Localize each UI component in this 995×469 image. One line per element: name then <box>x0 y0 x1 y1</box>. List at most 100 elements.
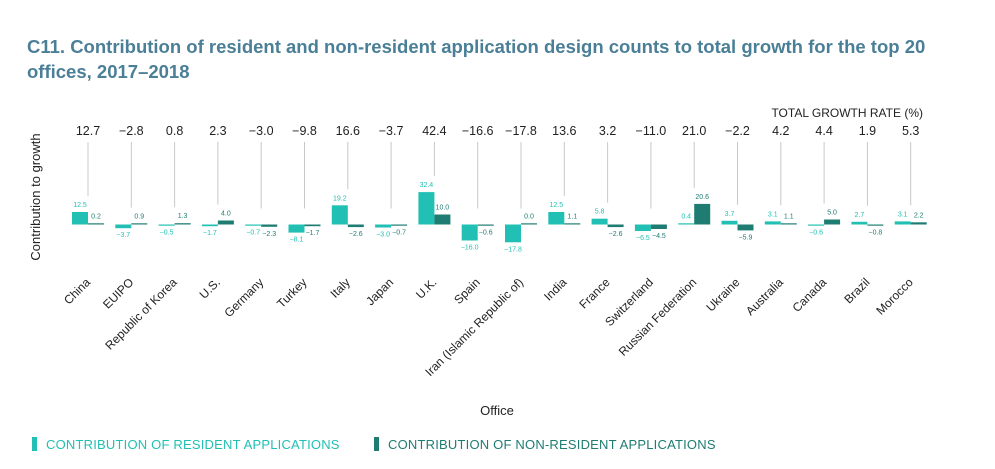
bar-nonresident-russian-federation <box>694 203 711 225</box>
growth-rate-header: TOTAL GROWTH RATE (%) <box>771 106 923 120</box>
data-label-resident-spain: −16.0 <box>461 245 479 252</box>
bar-resident-japan <box>375 224 392 228</box>
data-label-nonresident-ukraine: −5.9 <box>739 234 753 241</box>
data-label-resident-brazil: 2.7 <box>855 212 865 219</box>
bar-nonresident-germany <box>261 224 278 227</box>
bar-resident-turkey <box>288 224 305 233</box>
bar-nonresident-morocco <box>910 222 927 225</box>
growth-rate-euipo: −2.8 <box>119 124 144 138</box>
growth-rate-france: 3.2 <box>599 124 616 138</box>
growth-rate-japan: −3.7 <box>379 124 404 138</box>
bar-nonresident-canada <box>824 219 841 225</box>
legend-item-resident: CONTRIBUTION OF RESIDENT APPLICATIONS <box>32 435 340 453</box>
data-label-nonresident-france: −2.6 <box>609 231 623 238</box>
data-label-resident-u-s: −1.7 <box>203 230 217 237</box>
bar-resident-republic-of-korea <box>158 224 175 226</box>
growth-rate-switzerland: −11.0 <box>636 124 667 138</box>
data-label-resident-canada: −0.6 <box>809 230 823 237</box>
data-label-nonresident-turkey: −1.7 <box>306 230 320 237</box>
bar-resident-india <box>548 212 565 225</box>
bar-resident-germany <box>245 224 262 226</box>
bar-nonresident-ukraine <box>737 224 754 231</box>
bar-resident-spain <box>461 224 478 241</box>
data-label-nonresident-morocco: 2.2 <box>914 212 924 219</box>
bar-resident-u-s <box>201 224 218 227</box>
growth-rate-canada: 4.4 <box>815 124 832 138</box>
bar-nonresident-india <box>564 223 581 225</box>
growth-rate-china: 12.7 <box>76 124 100 138</box>
data-label-nonresident-euipo: 0.9 <box>134 213 144 220</box>
growth-rate-spain: −16.6 <box>462 124 494 138</box>
data-label-resident-morocco: 3.1 <box>898 211 908 218</box>
growth-rate-ukraine: −2.2 <box>725 124 750 138</box>
category-label-ukraine: Ukraine <box>703 275 742 314</box>
bar-resident-u-k <box>418 192 435 225</box>
y-axis-label: Contribution to growth <box>28 133 43 260</box>
growth-rate-iran-islamic-republic-of: −17.8 <box>505 124 537 138</box>
data-label-resident-india: 12.5 <box>549 202 563 209</box>
data-label-nonresident-u-s: 4.0 <box>221 211 231 218</box>
bar-resident-euipo <box>115 224 132 229</box>
category-label-turkey: Turkey <box>274 275 310 311</box>
growth-rate-italy: 16.6 <box>336 124 360 138</box>
data-label-nonresident-spain: −0.6 <box>479 230 493 237</box>
category-label-brazil: Brazil <box>841 275 872 306</box>
data-label-nonresident-iran-islamic-republic-of: 0.0 <box>524 213 534 220</box>
bar-resident-iran-islamic-republic-of <box>505 224 521 243</box>
data-label-nonresident-brazil: −0.8 <box>868 230 882 237</box>
growth-rate-australia: 4.2 <box>772 124 789 138</box>
bar-resident-russian-federation <box>678 223 695 225</box>
bar-resident-canada <box>808 224 825 226</box>
category-label-germany: Germany <box>222 275 267 320</box>
category-label-spain: Spain <box>451 275 483 307</box>
growth-rate-germany: −3.0 <box>249 124 274 138</box>
data-label-resident-japan: −3.0 <box>376 232 390 239</box>
category-label-canada: Canada <box>790 275 830 315</box>
category-label-euipo: EUIPO <box>100 275 136 311</box>
data-label-resident-australia: 3.1 <box>768 211 778 218</box>
bar-nonresident-republic-of-korea <box>174 223 191 225</box>
category-label-japan: Japan <box>363 275 396 308</box>
data-label-nonresident-australia: 1.1 <box>784 213 794 220</box>
data-label-resident-republic-of-korea: −0.5 <box>160 230 174 237</box>
growth-rate-brazil: 1.9 <box>859 124 876 138</box>
category-label-india: India <box>541 275 570 304</box>
data-label-resident-turkey: −8.1 <box>290 237 304 244</box>
data-label-resident-u-k: 32.4 <box>420 182 434 189</box>
growth-rate-india: 13.6 <box>552 124 576 138</box>
legend-label-nonresident: CONTRIBUTION OF NON-RESIDENT APPLICATION… <box>388 436 716 452</box>
growth-rate-u-k: 42.4 <box>422 124 446 138</box>
bar-nonresident-switzerland <box>650 224 667 229</box>
data-label-nonresident-canada: 5.0 <box>827 210 837 217</box>
bar-nonresident-italy <box>347 224 364 228</box>
bar-nonresident-u-k <box>434 214 451 225</box>
legend-swatch-nonresident <box>374 437 379 451</box>
data-label-nonresident-u-k: 10.0 <box>436 205 450 212</box>
bar-resident-australia <box>764 221 781 225</box>
data-label-resident-euipo: −3.7 <box>116 232 130 239</box>
data-label-resident-switzerland: −6.5 <box>636 235 650 242</box>
data-label-nonresident-switzerland: −4.5 <box>652 233 666 240</box>
bar-nonresident-france <box>607 224 624 228</box>
data-label-resident-china: 12.5 <box>73 202 87 209</box>
data-label-nonresident-italy: −2.6 <box>349 231 363 238</box>
growth-rate-u-s: 2.3 <box>209 124 226 138</box>
bar-nonresident-euipo <box>131 223 148 225</box>
x-axis-title: Office <box>480 403 514 418</box>
bar-resident-china <box>72 212 88 225</box>
legend-item-nonresident: CONTRIBUTION OF NON-RESIDENT APPLICATION… <box>374 435 716 453</box>
bar-nonresident-china <box>88 223 104 225</box>
bar-resident-france <box>591 218 608 225</box>
category-label-france: France <box>576 275 613 312</box>
data-label-nonresident-china: 0.2 <box>91 213 101 220</box>
category-label-u-s: U.S. <box>197 275 223 301</box>
category-label-morocco: Morocco <box>873 275 916 318</box>
bar-nonresident-spain <box>477 224 494 226</box>
chart-title: C11. Contribution of resident and non-re… <box>27 36 926 82</box>
category-label-australia: Australia <box>743 275 786 318</box>
data-label-resident-france: 5.8 <box>595 209 605 216</box>
data-label-resident-germany: −0.7 <box>246 230 260 237</box>
bar-resident-brazil <box>851 221 868 225</box>
legend-swatch-resident <box>32 437 37 451</box>
